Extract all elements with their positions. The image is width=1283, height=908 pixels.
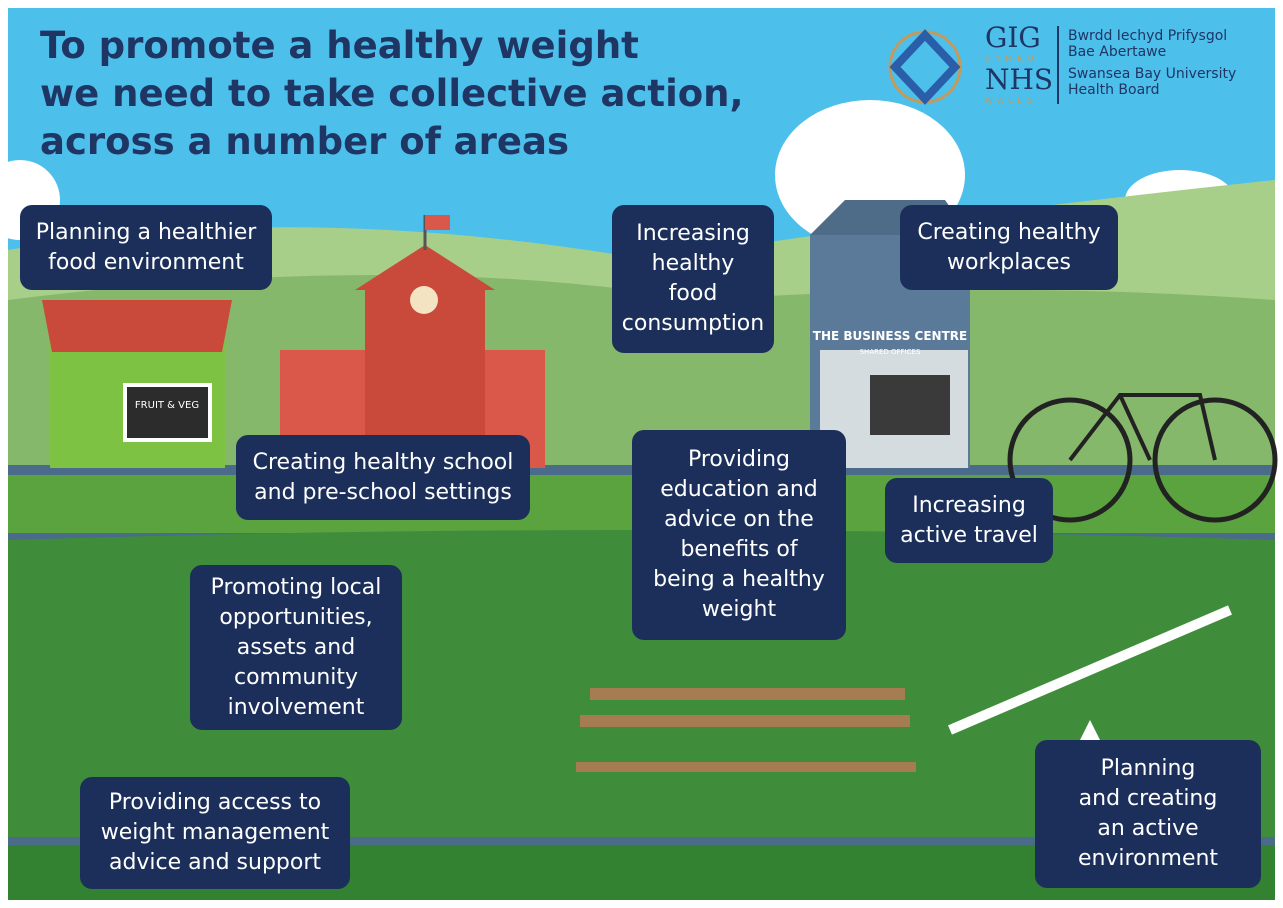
- box-line: workplaces: [900, 248, 1118, 278]
- title: To promote a healthy weight we need to t…: [40, 22, 744, 166]
- box-line: consumption: [612, 309, 774, 339]
- box-line: Creating healthy: [900, 218, 1118, 248]
- title-line: across a number of areas: [40, 118, 744, 166]
- box-line: Increasing: [885, 491, 1053, 521]
- box-line: Providing access to: [80, 788, 350, 818]
- office-sign: THE BUSINESS CENTRE: [813, 329, 967, 343]
- logo-line: Health Board: [1068, 82, 1236, 98]
- box-line: healthy: [612, 249, 774, 279]
- box-line: and creating: [1035, 784, 1261, 814]
- logo-gig: GIG: [985, 24, 1041, 52]
- box-line: Planning: [1035, 754, 1261, 784]
- title-line: To promote a healthy weight: [40, 22, 744, 70]
- box-line: community: [190, 663, 402, 693]
- box-line: food environment: [20, 248, 272, 278]
- box-line: being a healthy: [632, 565, 846, 595]
- box-line: Planning a healthier: [20, 218, 272, 248]
- title-line: we need to take collective action,: [40, 70, 744, 118]
- shop-sign: FRUIT & VEG: [135, 400, 199, 411]
- logo: GIG CYMRU NHS WALES Bwrdd Iechyd Prifysg…: [885, 22, 1255, 112]
- logo-line: Swansea Bay University: [1068, 66, 1236, 82]
- logo-wales: WALES: [985, 96, 1038, 105]
- box-line: food: [612, 279, 774, 309]
- box-line: benefits of: [632, 535, 846, 565]
- logo-divider: [1057, 26, 1059, 104]
- box-line: Increasing: [612, 219, 774, 249]
- box-line: involvement: [190, 693, 402, 723]
- box-line: advice on the: [632, 505, 846, 535]
- box-line: an active: [1035, 814, 1261, 844]
- box-line: Creating healthy school: [236, 448, 530, 478]
- box-line: education and: [632, 475, 846, 505]
- box-line: Promoting local: [190, 573, 402, 603]
- logo-knot: [885, 27, 965, 107]
- box-line: assets and: [190, 633, 402, 663]
- box-line: environment: [1035, 844, 1261, 874]
- box-line: active travel: [885, 521, 1053, 551]
- box-line: weight management: [80, 818, 350, 848]
- box-line: opportunities,: [190, 603, 402, 633]
- logo-cymru: CYMRU: [985, 54, 1039, 63]
- logo-line: Bwrdd Iechyd Prifysgol: [1068, 28, 1227, 44]
- logo-nhs: NHS: [985, 66, 1053, 94]
- box-line: weight: [632, 595, 846, 625]
- box-line: and pre-school settings: [236, 478, 530, 508]
- office-sub: SHARED OFFICES: [860, 348, 921, 356]
- logo-line: Bae Abertawe: [1068, 44, 1227, 60]
- infographic: FRUIT & VEG THE BUSINESS CENTRE SHARED O…: [0, 0, 1283, 908]
- box-line: advice and support: [80, 848, 350, 878]
- box-line: Providing: [632, 445, 846, 475]
